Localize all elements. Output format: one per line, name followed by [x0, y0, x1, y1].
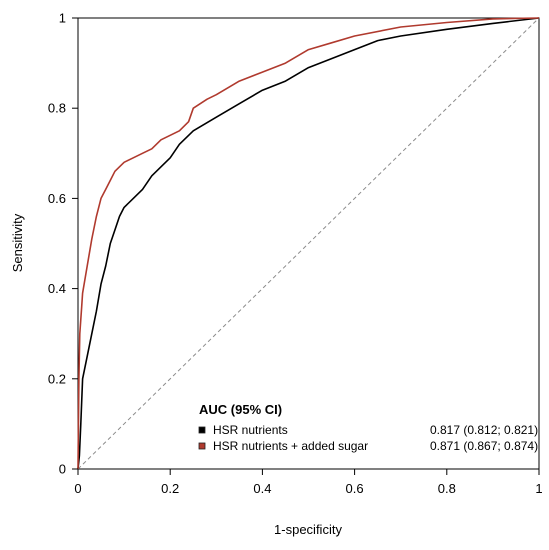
legend-label-hsr-added-sugar: HSR nutrients + added sugar [213, 439, 368, 453]
legend-title: AUC (95% CI) [199, 402, 282, 417]
x-tick-label: 0.4 [253, 481, 271, 496]
x-tick-label: 0.6 [346, 481, 364, 496]
x-axis-title: 1-specificity [274, 522, 342, 537]
plot-frame [77, 17, 540, 470]
y-axis: 0 0.2 0.4 0.6 0.8 1 [48, 11, 78, 477]
legend-swatch-hsr-added-sugar [198, 442, 206, 450]
y-tick-label: 0 [59, 462, 66, 477]
series-line-hsr-added-sugar [77, 17, 540, 470]
x-tick-label: 1 [535, 481, 542, 496]
y-tick-label: 0.8 [48, 101, 66, 116]
y-tick-label: 0.2 [48, 371, 66, 386]
legend-value-hsr-nutrients: 0.817 (0.812; 0.821) [430, 423, 538, 437]
series-line-hsr-nutrients [77, 17, 540, 470]
legend-value-hsr-added-sugar: 0.871 (0.867; 0.874) [430, 439, 538, 453]
legend-swatch-hsr-nutrients [198, 426, 206, 434]
x-tick-label: 0 [74, 481, 81, 496]
legend-label-hsr-nutrients: HSR nutrients [213, 423, 288, 437]
x-tick-label: 0.8 [438, 481, 456, 496]
reference-diagonal [77, 17, 540, 470]
plot-area [77, 17, 540, 470]
y-tick-label: 0.4 [48, 281, 66, 296]
x-tick-label: 0.2 [161, 481, 179, 496]
y-tick-label: 1 [59, 11, 66, 26]
x-axis: 0 0.2 0.4 0.6 0.8 1 [74, 469, 543, 496]
y-axis-title: Sensitivity [10, 213, 25, 272]
legend: AUC (95% CI) HSR nutrients 0.817 (0.812;… [198, 402, 538, 453]
y-tick-label: 0.6 [48, 191, 66, 206]
